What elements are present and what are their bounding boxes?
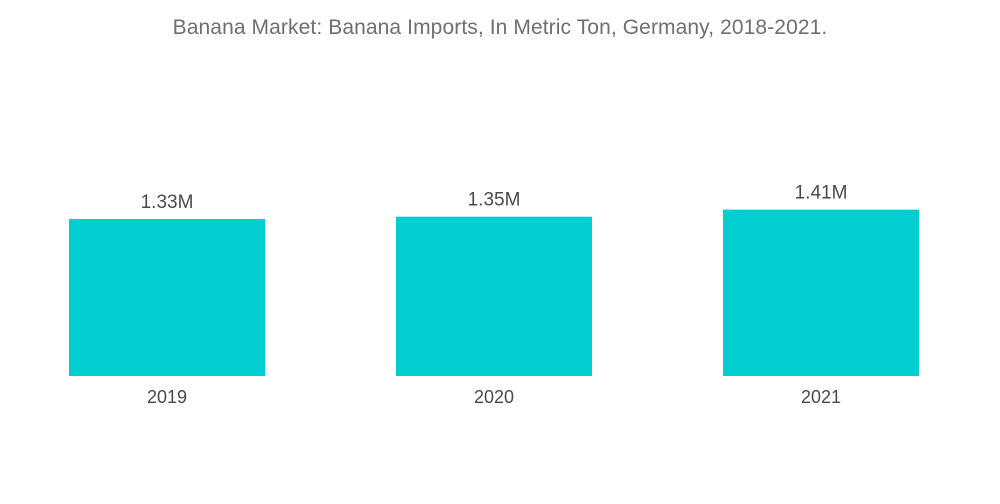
x-tick-label-2021: 2021 (801, 387, 841, 407)
bar-2020 (396, 216, 592, 376)
value-label-2020: 1.35M (468, 190, 521, 211)
value-label-2021: 1.41M (795, 183, 848, 204)
x-tick-labels-group: 2019 2020 2021 (147, 387, 841, 407)
bar-2021 (723, 209, 919, 376)
chart-title: Banana Market: Banana Imports, In Metric… (172, 16, 828, 39)
value-labels-group: 1.33M 1.35M 1.41M (141, 183, 848, 213)
x-tick-label-2019: 2019 (147, 387, 187, 407)
value-label-2019: 1.33M (141, 192, 194, 213)
bars-group (69, 209, 919, 376)
bar-2019 (69, 219, 265, 376)
x-tick-label-2020: 2020 (474, 387, 514, 407)
